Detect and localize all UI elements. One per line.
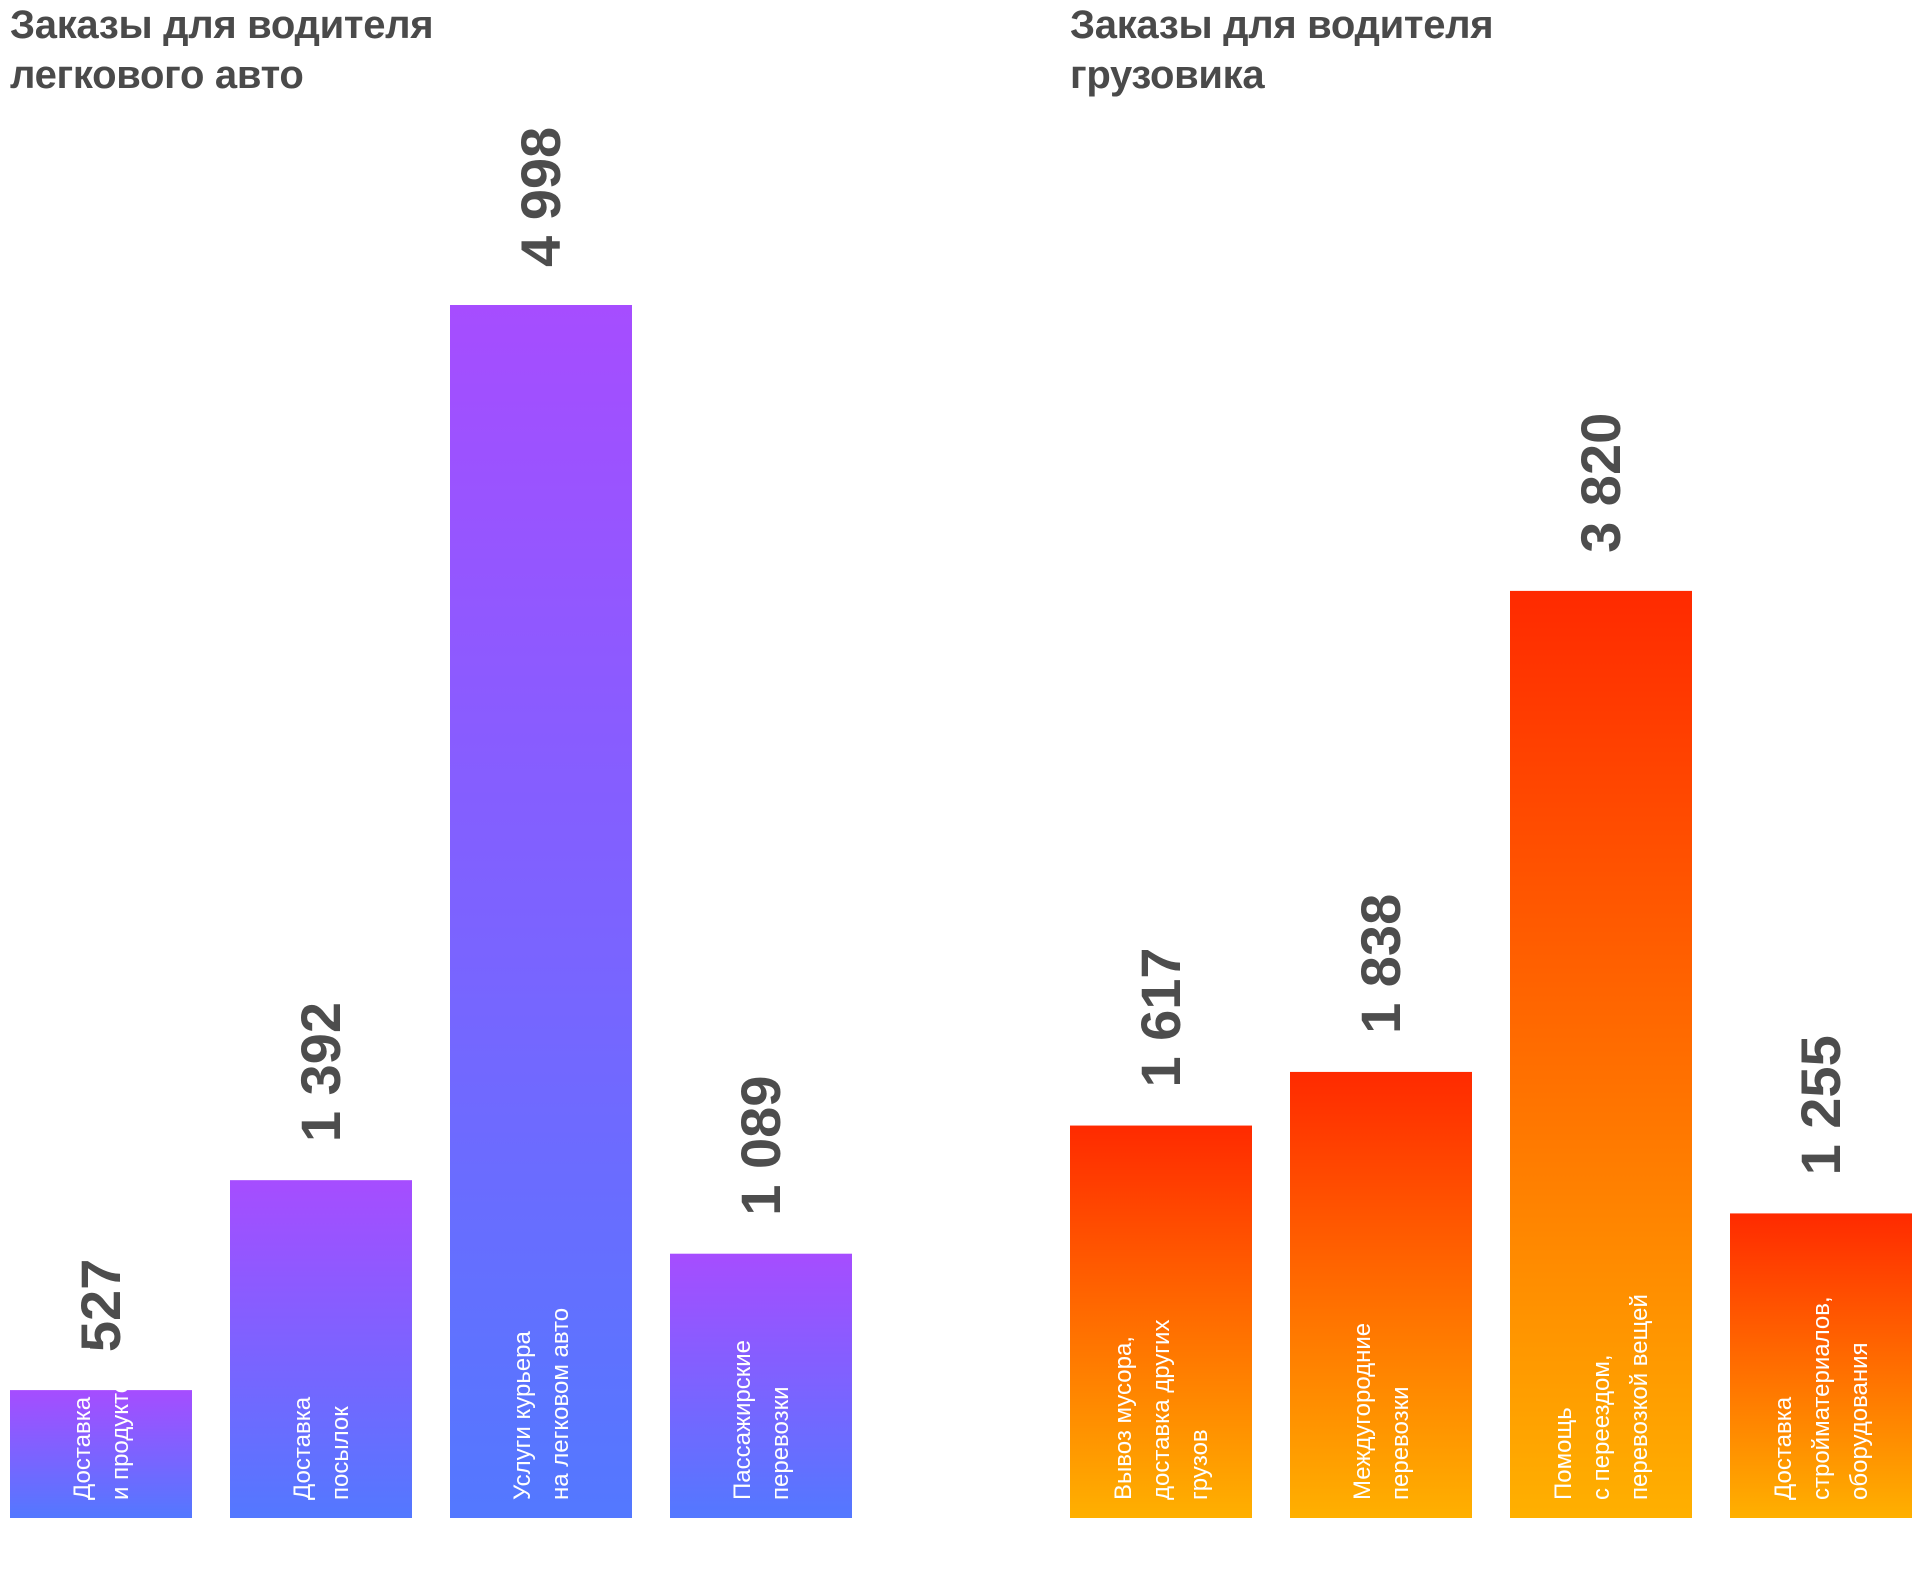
category-label: Доставка стройматериалов, оборудования bbox=[1770, 1296, 1873, 1500]
bar bbox=[1510, 590, 1692, 1518]
chart-title: Заказы для водителя легкового авто bbox=[10, 3, 434, 97]
value-label: 1 089 bbox=[729, 1076, 792, 1216]
category-label: Междугородние перевозки bbox=[1349, 1323, 1414, 1500]
bar bbox=[230, 1180, 412, 1518]
bar bbox=[450, 305, 632, 1518]
category-label: Помощь с переездом, перевозкой вещей bbox=[1550, 1294, 1653, 1500]
value-label: 1 617 bbox=[1129, 947, 1192, 1087]
value-label: 1 392 bbox=[289, 1002, 352, 1142]
value-label: 3 820 bbox=[1569, 413, 1632, 553]
value-label: 1 838 bbox=[1349, 894, 1412, 1034]
value-label: 4 998 bbox=[509, 127, 572, 267]
bar bbox=[1290, 1071, 1472, 1518]
chart-title: Заказы для водителя грузовика bbox=[1070, 3, 1494, 97]
category-label: Услуги курьера на легковом авто bbox=[509, 1308, 574, 1500]
value-label: 527 bbox=[69, 1259, 132, 1352]
chart-panel-truck: Заказы для водителя грузовика 1 617 Вывоз… bbox=[1060, 0, 1920, 1570]
category-label: Вывоз мусора, доставка других грузов bbox=[1110, 1320, 1213, 1500]
category-label: Доставка посылок bbox=[289, 1396, 354, 1500]
chart-panel-passenger: Заказы для водителя легкового авто 527 До… bbox=[0, 0, 900, 1570]
bar bbox=[1070, 1125, 1252, 1518]
category-label: Доставка еды и продуктов bbox=[69, 1346, 134, 1500]
bar bbox=[1730, 1213, 1912, 1518]
value-label: 1 255 bbox=[1789, 1035, 1852, 1175]
bar bbox=[10, 1390, 192, 1518]
category-label: Пассажирские перевозки bbox=[729, 1340, 794, 1500]
bar bbox=[670, 1253, 852, 1518]
bar-chart-truck: 1 617 Вывоз мусора, доставка других грузов 1… bbox=[1070, 413, 1912, 1518]
